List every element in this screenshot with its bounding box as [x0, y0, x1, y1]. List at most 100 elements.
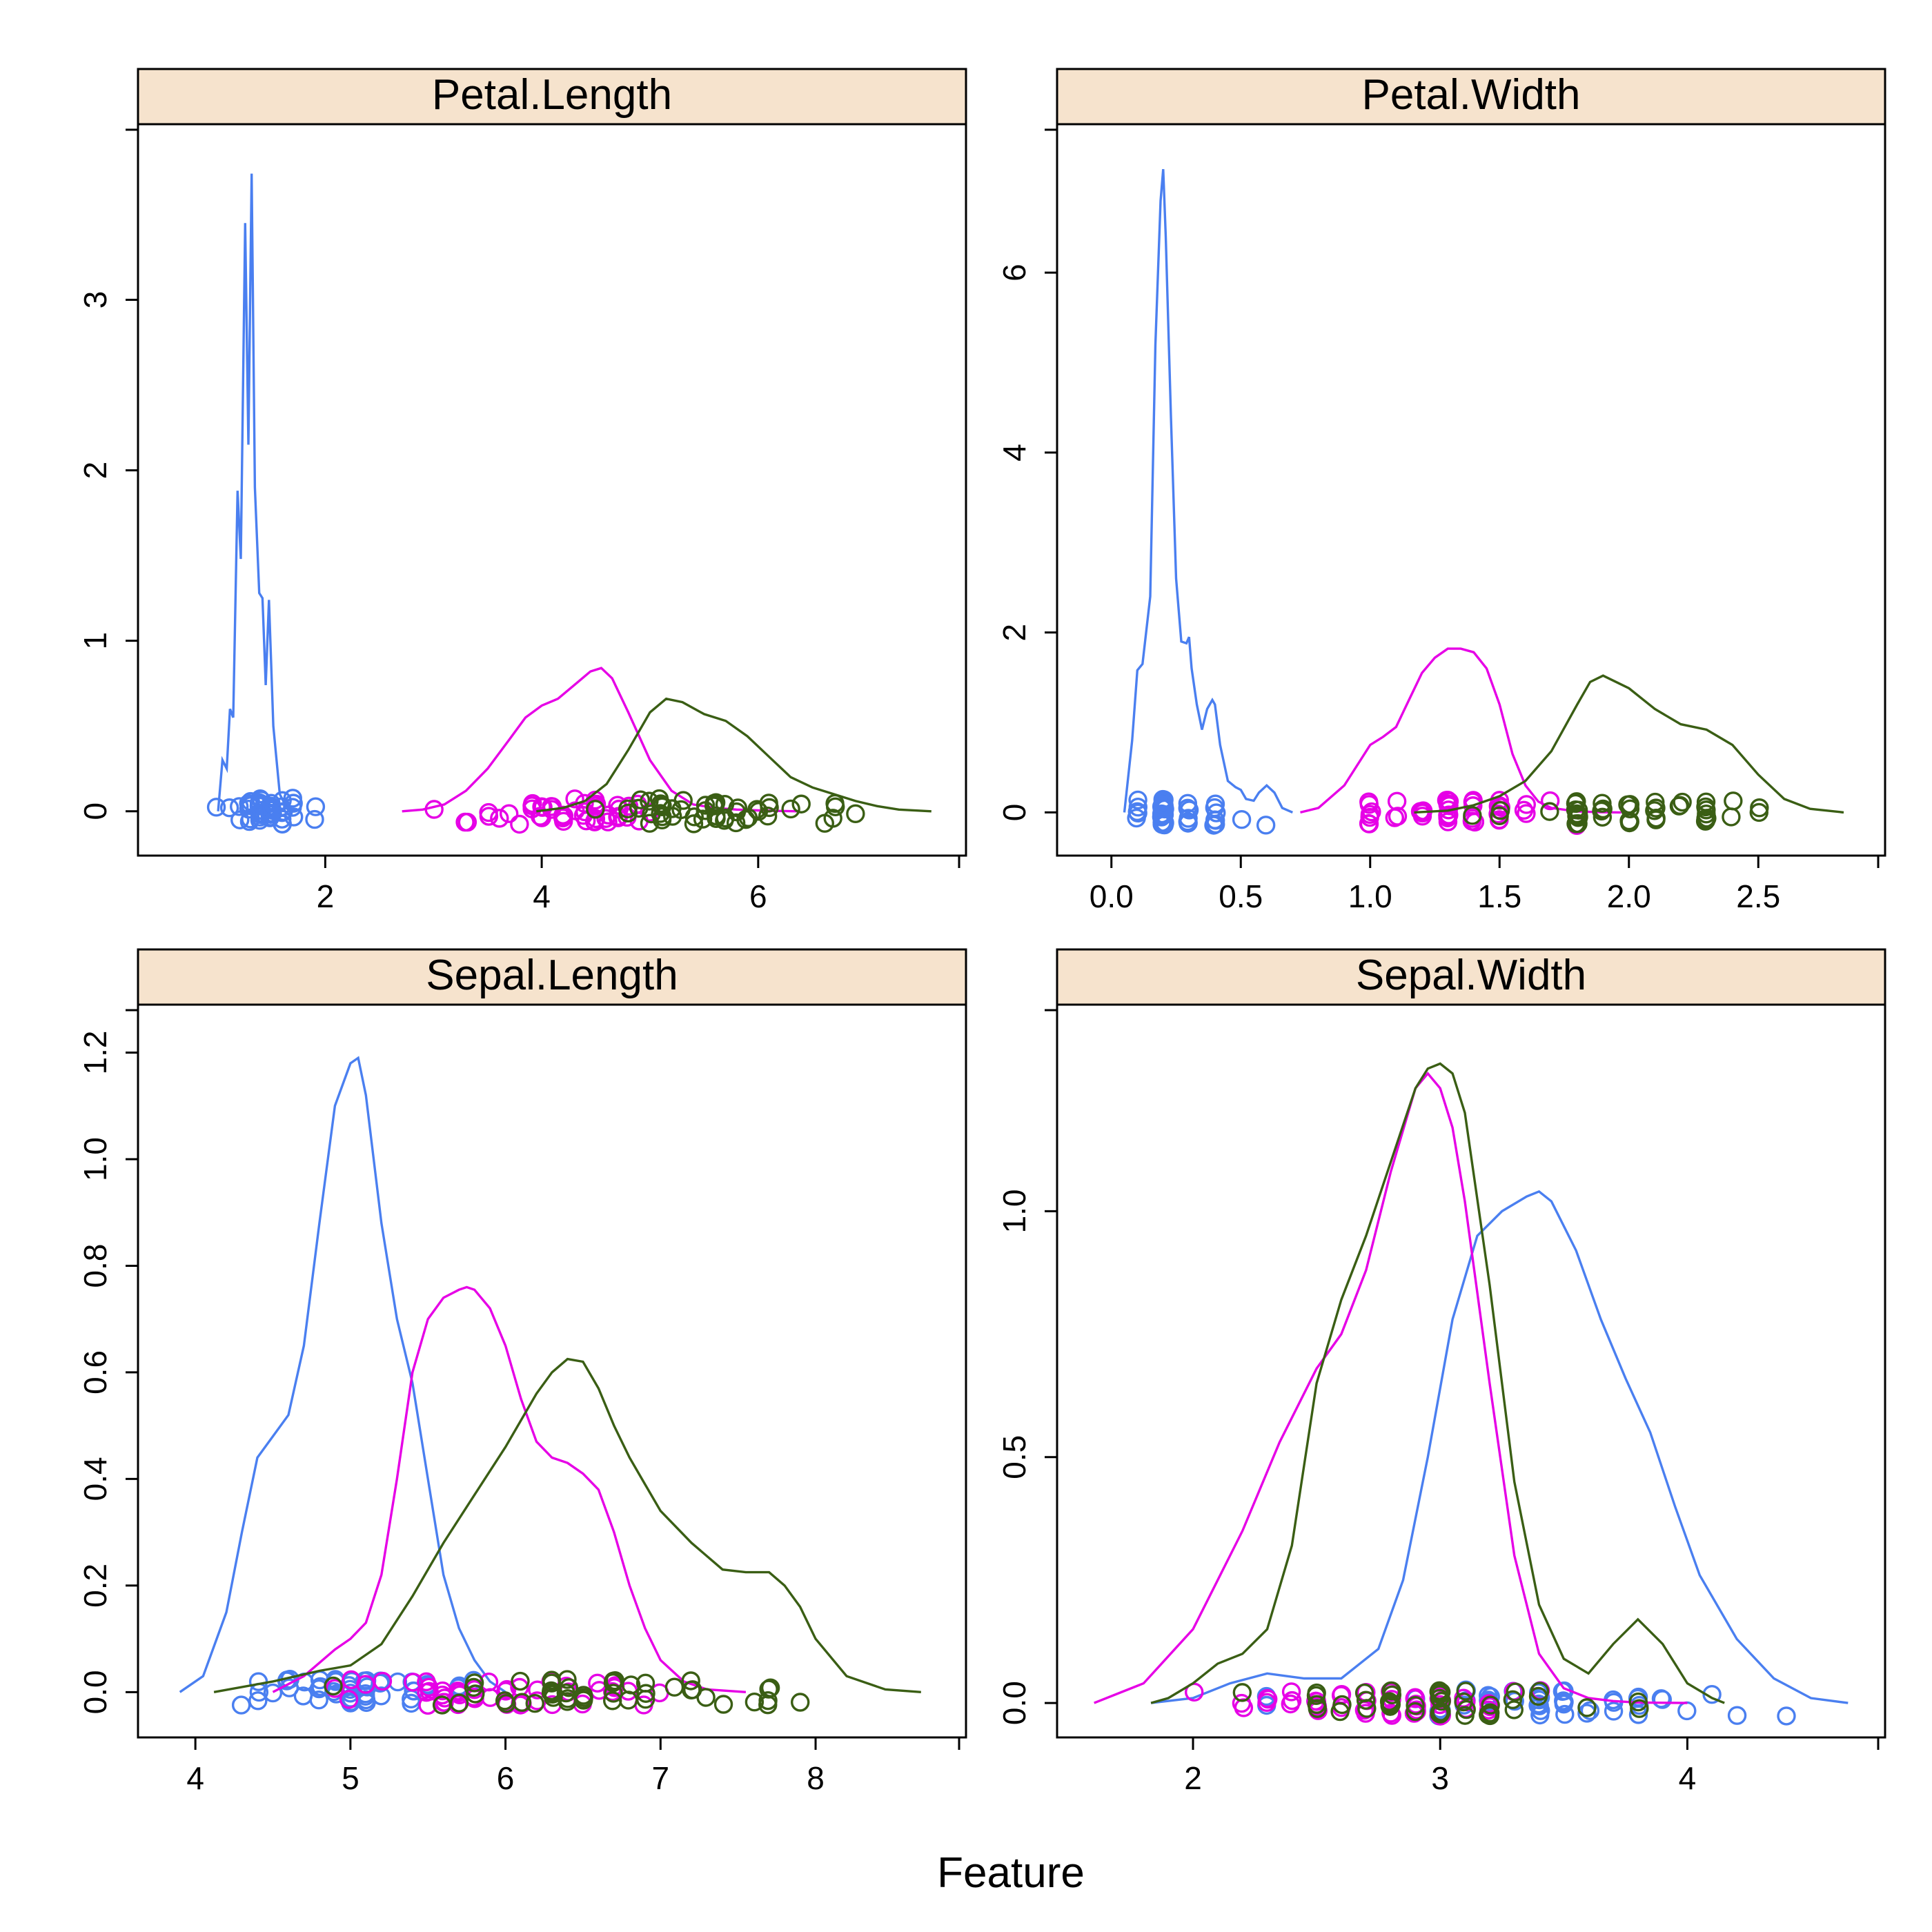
- data-point: [1651, 1689, 1671, 1708]
- data-point: [1727, 1706, 1747, 1725]
- x-tick-label: 0.5: [1219, 878, 1263, 914]
- data-point: [1722, 807, 1741, 827]
- data-point: [1406, 1695, 1425, 1715]
- data-point: [553, 811, 573, 831]
- data-point: [636, 1684, 656, 1703]
- panel-petal-width: Petal.Width 0.0 0.5 1.0 1.5 2.0 2.5 0 2 4 6: [996, 68, 1886, 914]
- data-point: [1152, 798, 1172, 818]
- data-point: [511, 1671, 530, 1691]
- data-point: [1281, 1694, 1300, 1714]
- y-tick-label: 0.5: [996, 1435, 1032, 1479]
- data-point: [371, 1686, 391, 1706]
- y-tick-label: 0: [996, 804, 1032, 822]
- x-tick-label: 4: [186, 1760, 204, 1796]
- data-point: [1178, 793, 1198, 813]
- data-point: [1517, 804, 1536, 823]
- y-tick-label: 0.4: [77, 1457, 113, 1501]
- data-point: [790, 1693, 810, 1712]
- data-point: [758, 1690, 778, 1711]
- panel-strip: [137, 948, 967, 1006]
- data-point: [231, 1695, 251, 1715]
- data-point: [1503, 1690, 1523, 1710]
- data-point: [464, 1677, 484, 1697]
- data-point: [1554, 1694, 1574, 1714]
- panel-strip: [1056, 68, 1886, 126]
- y-tick-label: 0.0: [996, 1681, 1032, 1725]
- data-point: [823, 809, 842, 828]
- data-point: [490, 809, 509, 828]
- data-point: [1205, 810, 1225, 829]
- panel-title: Sepal.Width: [1356, 952, 1586, 999]
- data-point: [1618, 795, 1637, 815]
- data-point: [424, 800, 444, 819]
- data-point: [1430, 1685, 1450, 1704]
- data-point: [479, 807, 499, 826]
- data-point: [1749, 802, 1768, 822]
- data-point: [681, 1671, 700, 1690]
- density-curve: [1123, 169, 1293, 814]
- data-point: [1232, 1683, 1252, 1702]
- data-point: [586, 809, 606, 829]
- data-point: [1490, 800, 1510, 820]
- data-point: [1481, 1695, 1500, 1715]
- x-tick-label: 2.0: [1607, 878, 1651, 914]
- data-point: [1628, 1692, 1648, 1712]
- data-point: [1234, 1698, 1254, 1717]
- density-curve: [179, 1056, 506, 1693]
- panel-petal-length: Petal.Length 2 4 6 0 1 2 3: [77, 68, 967, 914]
- data-point: [283, 789, 302, 808]
- data-point: [1178, 798, 1197, 818]
- data-point: [684, 814, 704, 834]
- data-point: [586, 800, 605, 819]
- data-point: [1646, 798, 1666, 818]
- x-tick-label: 2.5: [1736, 878, 1780, 914]
- data-point: [1568, 814, 1588, 834]
- data-point: [1430, 1703, 1450, 1722]
- data-point: [621, 1675, 641, 1695]
- x-tick-label: 2: [1184, 1760, 1202, 1796]
- data-point: [673, 791, 693, 810]
- x-tick-label: 7: [652, 1760, 670, 1796]
- panel-title: Petal.Width: [1361, 71, 1580, 119]
- data-point: [1646, 808, 1666, 828]
- data-point: [1593, 793, 1612, 813]
- plot-area: [1123, 169, 1844, 835]
- data-point: [263, 1683, 283, 1703]
- x-tick-label: 4: [533, 878, 551, 914]
- data-point: [309, 1690, 328, 1710]
- data-point: [542, 1681, 561, 1701]
- data-point: [1540, 791, 1560, 811]
- data-point: [284, 807, 304, 827]
- density-curve: [536, 697, 931, 813]
- plot-area: [206, 173, 931, 834]
- data-point: [716, 808, 735, 828]
- density-curve: [1414, 674, 1844, 814]
- data-point: [1592, 801, 1611, 821]
- data-point: [760, 798, 779, 818]
- panel-frame: [137, 123, 967, 857]
- y-tick-label: 1.0: [77, 1137, 113, 1181]
- data-point: [693, 809, 713, 829]
- panel-frame: [1056, 1003, 1886, 1739]
- data-point: [574, 1690, 593, 1710]
- data-point: [1306, 1686, 1326, 1706]
- panel-title: Petal.Length: [432, 71, 672, 119]
- data-point: [682, 1680, 701, 1700]
- data-point: [652, 797, 672, 816]
- data-point: [273, 791, 292, 810]
- data-point: [791, 794, 811, 814]
- data-point: [713, 1695, 733, 1714]
- data-point: [1354, 1683, 1374, 1703]
- x-axis-label: Feature: [937, 1849, 1085, 1897]
- data-point: [1531, 1701, 1550, 1720]
- data-point: [1540, 802, 1559, 821]
- plot-area: [179, 1056, 921, 1715]
- x-tick-label: 6: [749, 878, 767, 914]
- y-tick-label: 0.6: [77, 1350, 113, 1394]
- y-tick-label: 6: [996, 264, 1032, 282]
- data-point: [745, 1693, 765, 1712]
- data-point: [1127, 808, 1146, 828]
- plot-area: [1094, 1062, 1849, 1726]
- x-tick-label: 0.0: [1090, 878, 1134, 914]
- data-point: [1381, 1704, 1401, 1723]
